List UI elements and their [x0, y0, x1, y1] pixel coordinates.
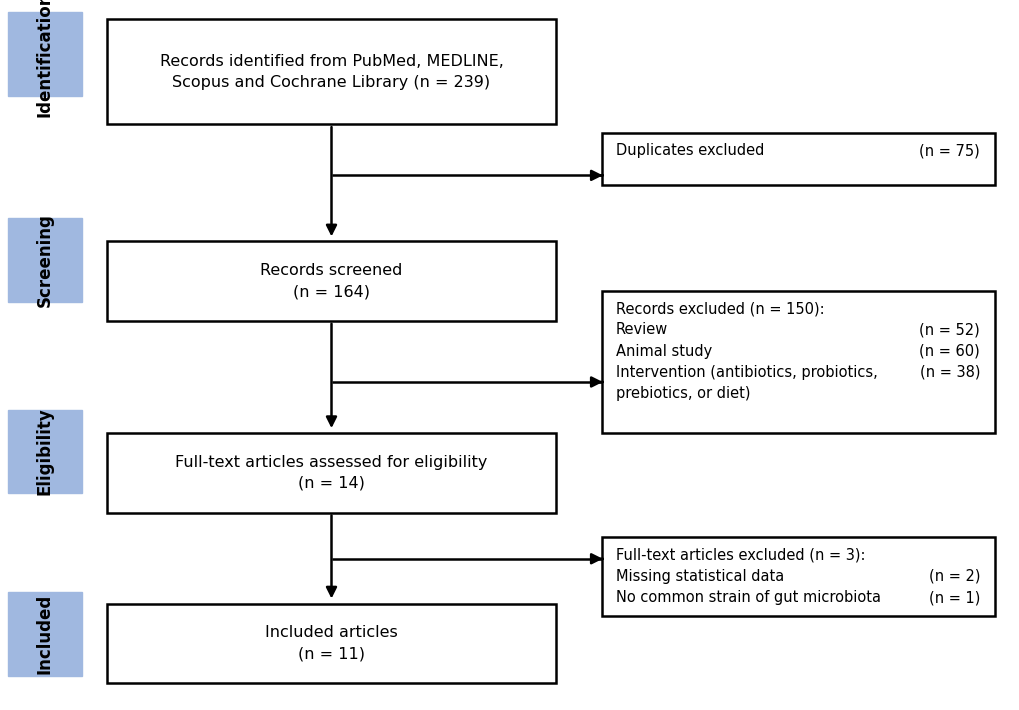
Bar [107, 241, 555, 321]
Text: (n = 38): (n = 38) [919, 365, 979, 380]
Text: Intervention (antibiotics, probiotics,: Intervention (antibiotics, probiotics, [615, 365, 877, 380]
Text: Duplicates excluded: Duplicates excluded [615, 143, 763, 158]
Text: (n = 75): (n = 75) [918, 143, 979, 158]
Bar [8, 218, 82, 302]
Bar [601, 133, 994, 185]
Text: Included: Included [36, 594, 54, 674]
Text: Missing statistical data: Missing statistical data [615, 569, 784, 584]
Text: (n = 52): (n = 52) [918, 322, 979, 337]
Text: prebiotics, or diet): prebiotics, or diet) [615, 386, 750, 401]
Bar [601, 291, 994, 433]
Bar [107, 604, 555, 683]
Text: (n = 1): (n = 1) [928, 590, 979, 605]
Text: Included articles
(n = 11): Included articles (n = 11) [265, 626, 397, 661]
Text: Full-text articles assessed for eligibility
(n = 14): Full-text articles assessed for eligibil… [175, 455, 487, 491]
Text: Screening: Screening [36, 213, 54, 307]
Text: No common strain of gut microbiota: No common strain of gut microbiota [615, 590, 880, 605]
Bar [8, 410, 82, 493]
Text: Animal study: Animal study [615, 344, 711, 359]
Bar [107, 19, 555, 124]
Text: Eligibility: Eligibility [36, 408, 54, 496]
Text: Records identified from PubMed, MEDLINE,
Scopus and Cochrane Library (n = 239): Records identified from PubMed, MEDLINE,… [159, 54, 503, 89]
Text: Records excluded (n = 150):: Records excluded (n = 150): [615, 301, 824, 316]
Text: (n = 2): (n = 2) [928, 569, 979, 584]
Text: Full-text articles excluded (n = 3):: Full-text articles excluded (n = 3): [615, 547, 865, 562]
Text: (n = 60): (n = 60) [918, 344, 979, 359]
Text: Review: Review [615, 322, 667, 337]
Text: Records screened
(n = 164): Records screened (n = 164) [260, 263, 403, 299]
Bar [107, 433, 555, 513]
Text: Identification: Identification [36, 0, 54, 116]
Bar [8, 592, 82, 676]
Bar [601, 537, 994, 616]
Bar [8, 12, 82, 96]
